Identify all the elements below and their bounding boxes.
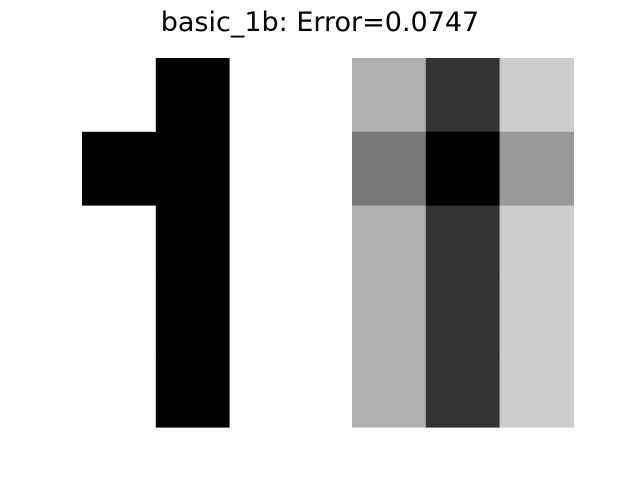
heatmap-cell-p1-r0-c1 (425, 58, 501, 133)
heatmap-cell-p0-r1-c1 (155, 131, 231, 207)
heatmap-cell-p0-r2-c0 (82, 205, 157, 280)
heatmap-cell-p1-r4-c0 (352, 353, 427, 428)
heatmap-cell-p0-r1-c2 (229, 131, 304, 207)
heatmap-cell-p1-r0-c2 (499, 58, 574, 133)
heatmap-cell-p0-r2-c2 (229, 205, 304, 280)
heatmap-cell-p0-r0-c1 (155, 58, 231, 133)
heatmap-cell-p1-r1-c0 (352, 131, 427, 207)
heatmap-cell-p1-r0-c0 (352, 58, 427, 133)
heatmap-cell-p1-r3-c2 (499, 279, 574, 354)
right-panel-heatmap (352, 58, 574, 428)
heatmap-cell-p0-r0-c0 (82, 58, 157, 133)
heatmap-cell-p0-r3-c1 (155, 279, 231, 354)
heatmap-cell-p1-r2-c1 (425, 205, 501, 280)
heatmap-cell-p1-r3-c0 (352, 279, 427, 354)
heatmap-cell-p1-r1-c2 (499, 131, 574, 207)
heatmap-cell-p1-r4-c2 (499, 353, 574, 428)
heatmap-cell-p0-r3-c2 (229, 279, 304, 354)
heatmap-cell-p1-r2-c2 (499, 205, 574, 280)
chart-title: basic_1b: Error=0.0747 (160, 7, 480, 38)
heatmap-cell-p1-r2-c0 (352, 205, 427, 280)
heatmap-cell-p0-r4-c0 (82, 353, 157, 428)
heatmap-cell-p0-r4-c2 (229, 353, 304, 428)
heatmap-cell-p0-r3-c0 (82, 279, 157, 354)
heatmap-cell-p0-r1-c0 (82, 131, 157, 207)
heatmap-cell-p1-r4-c1 (425, 353, 501, 428)
heatmap-cell-p0-r4-c1 (155, 353, 231, 428)
heatmap-cell-p0-r0-c2 (229, 58, 304, 133)
left-panel-heatmap (82, 58, 304, 428)
heatmap-cell-p0-r2-c1 (155, 205, 231, 280)
heatmap-cell-p1-r3-c1 (425, 279, 501, 354)
heatmap-cell-p1-r1-c1 (425, 131, 501, 207)
